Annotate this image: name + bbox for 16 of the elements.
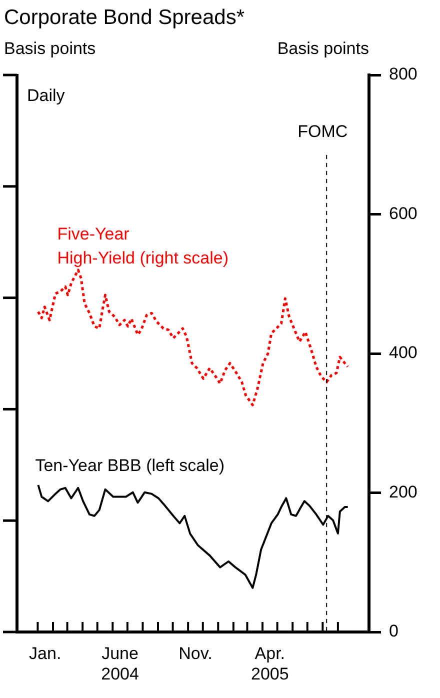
x-tick-label: June 2004 <box>101 644 139 684</box>
y2-tick-label: 200 <box>389 482 418 502</box>
ref-line-label: FOMC <box>298 122 348 141</box>
y2-tick-label: 400 <box>389 343 418 362</box>
y2-axis-title: Basis points <box>277 39 369 58</box>
x-tick-label: Jan. <box>29 644 62 663</box>
series-label: Ten-Year BBB (left scale) <box>35 456 224 475</box>
chart-title: Corporate Bond Spreads* <box>4 6 244 29</box>
x-tick-label: Apr. 2005 <box>250 644 289 684</box>
annotation: Daily <box>27 86 66 105</box>
y2-tick-label: 800 <box>389 64 418 84</box>
y-axis-title: Basis points <box>4 39 96 58</box>
x-tick-label: Nov. <box>178 644 212 663</box>
series-label: Five-Year High-Yield (right scale) <box>57 224 229 268</box>
y2-tick-label: 0 <box>389 622 398 641</box>
y2-tick-label: 600 <box>389 204 418 223</box>
